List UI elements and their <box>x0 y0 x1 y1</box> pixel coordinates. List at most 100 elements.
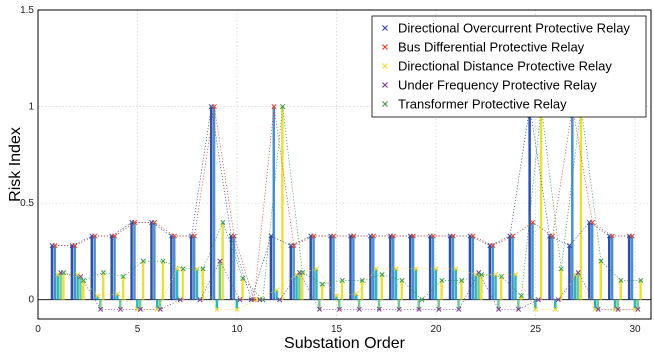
bar <box>332 235 335 300</box>
bar <box>73 245 76 300</box>
series-marker <box>231 233 237 239</box>
series-marker <box>373 266 379 272</box>
bar <box>457 299 460 310</box>
series-marker <box>291 243 297 249</box>
series-marker <box>157 306 163 312</box>
bar <box>158 299 162 310</box>
bar <box>619 280 622 300</box>
series-marker <box>473 272 479 278</box>
series-line <box>57 268 636 310</box>
series-marker <box>572 272 578 278</box>
legend-marker <box>382 63 388 69</box>
bar <box>394 268 398 300</box>
series-marker <box>638 277 644 283</box>
bar <box>215 299 219 310</box>
bar <box>571 106 574 300</box>
bar <box>514 274 517 300</box>
series-marker <box>100 270 106 276</box>
series-marker <box>237 297 243 303</box>
bar <box>573 274 577 300</box>
bar <box>437 299 440 310</box>
bar <box>337 299 341 310</box>
series-marker <box>314 266 320 272</box>
bar <box>352 235 355 300</box>
series-marker <box>629 233 635 239</box>
bar <box>588 222 591 300</box>
bar <box>551 235 554 300</box>
bar <box>301 272 304 300</box>
series-marker <box>530 219 536 225</box>
x-axis-label: Substation Order <box>284 335 406 352</box>
bar <box>340 280 344 300</box>
x-tick-label: 30 <box>630 324 642 335</box>
series-marker <box>496 306 502 312</box>
series-marker <box>359 277 365 283</box>
bar <box>380 274 384 300</box>
series-marker <box>433 266 439 272</box>
series-marker <box>618 277 624 283</box>
bar <box>82 280 85 300</box>
series-marker <box>197 297 203 303</box>
series-marker <box>535 297 541 303</box>
bar <box>269 235 273 300</box>
series-marker <box>112 233 118 239</box>
bar <box>355 293 358 300</box>
bar <box>477 272 480 300</box>
bar <box>173 235 176 300</box>
y-tick-label: 0 <box>28 295 34 306</box>
bar <box>161 261 165 300</box>
series-marker <box>171 233 178 239</box>
series-marker <box>356 306 362 312</box>
bar <box>599 261 603 300</box>
bar <box>491 245 494 300</box>
bar <box>99 299 102 310</box>
series-marker <box>410 233 416 239</box>
series-marker <box>450 233 456 239</box>
bar <box>554 299 557 310</box>
series-marker <box>567 243 573 249</box>
series-marker <box>72 243 78 249</box>
series-marker <box>280 104 286 110</box>
bar <box>374 268 378 300</box>
bar <box>59 272 62 300</box>
series-marker <box>609 233 615 239</box>
series-marker <box>533 306 539 312</box>
bar <box>488 245 492 300</box>
bar <box>76 274 79 300</box>
plot-frame <box>37 9 652 320</box>
series-marker <box>234 306 240 312</box>
series-marker <box>271 104 277 110</box>
bar <box>201 268 204 300</box>
series-marker <box>132 219 138 225</box>
bar <box>391 235 395 300</box>
series-marker <box>490 243 496 249</box>
bar <box>141 261 145 300</box>
bar <box>195 268 199 300</box>
series-marker <box>277 297 283 303</box>
bar <box>335 295 338 300</box>
series-marker <box>555 297 561 303</box>
bar <box>377 299 381 310</box>
series-marker <box>92 233 98 239</box>
bar <box>275 290 278 300</box>
series-marker <box>274 287 280 293</box>
bar <box>630 235 634 300</box>
bar <box>119 299 122 310</box>
bar <box>559 268 563 300</box>
legend-entry: Transformer Protective Relay <box>398 97 567 112</box>
bar <box>235 299 239 310</box>
tick-labels-group: 0 5 10 15 20 25 30 0 0.5 1 1.5 <box>20 5 641 335</box>
bar <box>241 278 244 300</box>
legend-entry: Directional Distance Protective Relay <box>398 59 612 74</box>
bar <box>212 106 216 300</box>
bar <box>500 276 503 300</box>
bar <box>289 245 293 300</box>
series-marker <box>439 277 445 283</box>
bar <box>96 295 99 300</box>
series-marker <box>399 277 405 283</box>
bar <box>480 274 483 300</box>
bar <box>440 280 443 300</box>
legend-marker <box>382 101 388 107</box>
bar <box>590 222 594 300</box>
